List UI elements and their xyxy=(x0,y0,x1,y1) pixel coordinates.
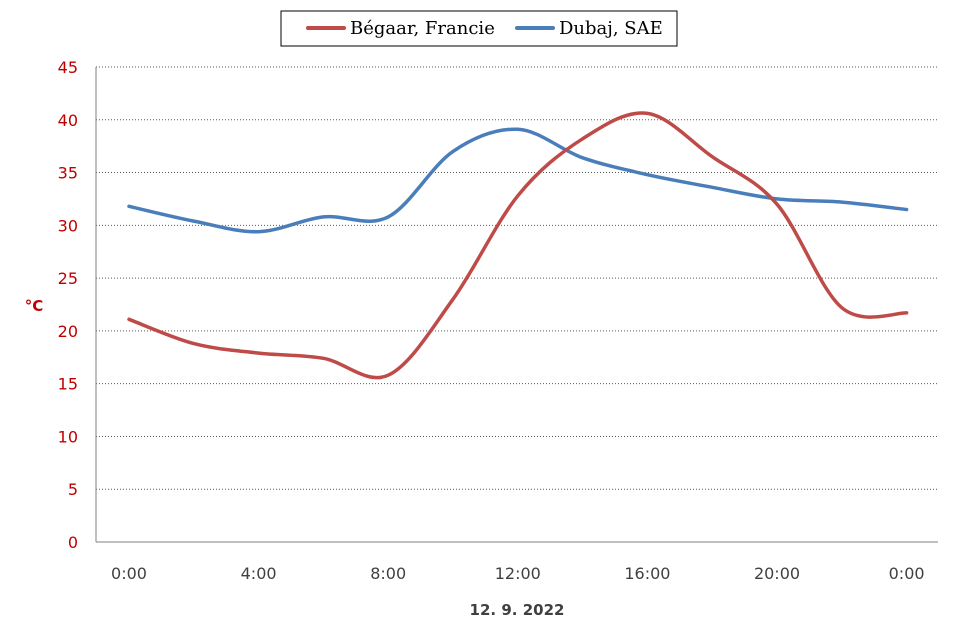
y-tick-label-25: 25 xyxy=(58,269,78,288)
x-tick-label-1: 4:00 xyxy=(241,564,277,583)
y-tick-label-10: 10 xyxy=(58,427,78,446)
x-tick-label-5: 20:00 xyxy=(754,564,800,583)
series-lines xyxy=(127,111,909,380)
x-tick-label-6: 0:00 xyxy=(889,564,925,583)
x-axis-title: 12. 9. 2022 xyxy=(470,601,565,619)
legend-label-begaar: Bégaar, Francie xyxy=(350,18,495,39)
y-tick-label-40: 40 xyxy=(58,111,78,130)
x-tick-label-3: 12:00 xyxy=(495,564,541,583)
y-tick-label-5: 5 xyxy=(68,480,78,499)
y-tick-label-45: 45 xyxy=(58,58,78,77)
y-tick-label-15: 15 xyxy=(58,375,78,394)
series-line-0 xyxy=(127,111,909,380)
x-tick-label-2: 8:00 xyxy=(370,564,406,583)
x-tick-label-0: 0:00 xyxy=(111,564,147,583)
legend-label-dubaj: Dubaj, SAE xyxy=(559,18,663,39)
grid-lines xyxy=(96,66,938,490)
y-axis-title: °C xyxy=(25,297,44,315)
series-line-1 xyxy=(127,127,909,234)
y-tick-label-35: 35 xyxy=(58,164,78,183)
y-tick-label-30: 30 xyxy=(58,216,78,235)
x-tick-label-4: 16:00 xyxy=(624,564,670,583)
y-tick-label-0: 0 xyxy=(68,533,78,552)
legend: Bégaar, Francie Dubaj, SAE xyxy=(280,10,678,47)
legend-box xyxy=(280,10,678,47)
y-axis-ticks: 0 5 10 15 20 25 30 35 40 45 xyxy=(58,58,78,552)
axes xyxy=(95,67,938,543)
x-axis-ticks: 0:00 4:00 8:00 12:00 16:00 20:00 0:00 xyxy=(111,564,925,583)
y-tick-label-20: 20 xyxy=(58,322,78,341)
